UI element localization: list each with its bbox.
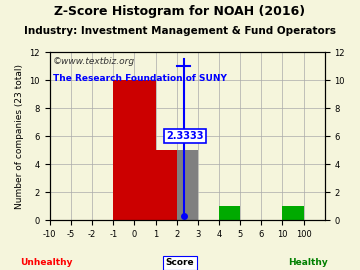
Bar: [113, 80, 156, 220]
Text: Z-Score Histogram for NOAH (2016): Z-Score Histogram for NOAH (2016): [54, 5, 306, 18]
Bar: [283, 206, 303, 220]
Bar: [156, 150, 177, 220]
Text: Industry: Investment Management & Fund Operators: Industry: Investment Management & Fund O…: [24, 26, 336, 36]
Bar: [219, 206, 240, 220]
Text: Score: Score: [166, 258, 194, 267]
Text: Healthy: Healthy: [288, 258, 328, 267]
Text: The Research Foundation of SUNY: The Research Foundation of SUNY: [53, 74, 226, 83]
Y-axis label: Number of companies (23 total): Number of companies (23 total): [15, 64, 24, 209]
Text: 2.3333: 2.3333: [166, 131, 203, 141]
Bar: [177, 150, 198, 220]
Text: Unhealthy: Unhealthy: [21, 258, 73, 267]
Text: ©www.textbiz.org: ©www.textbiz.org: [53, 57, 135, 66]
